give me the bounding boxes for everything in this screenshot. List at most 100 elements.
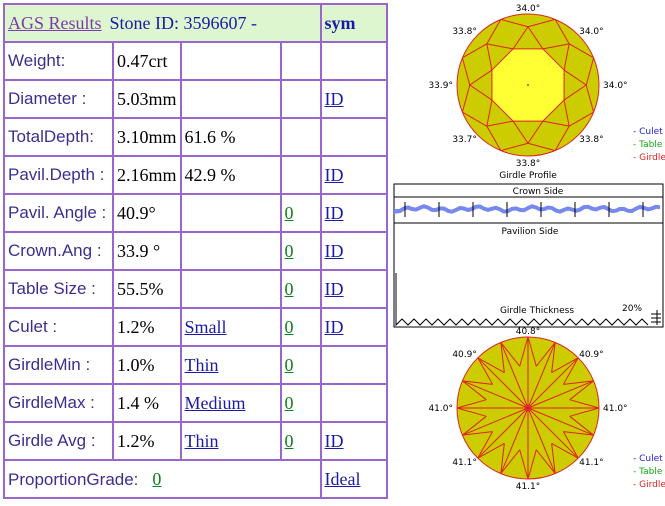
label-cell: Culet :: [4, 308, 113, 346]
pavilion-main-line: [500, 342, 529, 409]
results-title-link[interactable]: AGS Results: [8, 12, 102, 33]
upper-girdle-facet: [585, 57, 595, 86]
row-zero-link[interactable]: 0: [284, 278, 294, 299]
grade-cell: Thin: [180, 346, 281, 384]
row-id-link[interactable]: ID: [324, 316, 344, 337]
angle-label-top-right: 34.0°: [579, 27, 604, 37]
angle-label-top: 40.8°: [516, 327, 541, 337]
value-cell: 1.0%: [113, 346, 181, 384]
zero-cell: 0: [280, 194, 321, 232]
row-zero-link[interactable]: 0: [284, 392, 294, 413]
lower-girdle-line: [569, 380, 594, 401]
row-zero-link[interactable]: 0: [284, 430, 294, 451]
value-cell: 1.2%: [113, 308, 181, 346]
angle-label-top-left: 40.9°: [452, 350, 477, 360]
row-label: GirdleMin :: [8, 355, 91, 374]
row-id-link[interactable]: ID: [324, 164, 344, 185]
proportion-value-link[interactable]: 0: [152, 468, 162, 489]
row-zero-link[interactable]: 0: [284, 316, 294, 337]
row-id-link[interactable]: ID: [324, 88, 344, 109]
lower-girdle-line: [462, 431, 493, 436]
lower-girdle-line: [462, 380, 493, 385]
grade-cell: Ideal: [320, 460, 387, 498]
girdle-profile-line: [394, 202, 661, 217]
label-cell: Girdle Avg :: [4, 422, 113, 460]
row-value: 1.0%: [117, 354, 155, 375]
lower-girdle-line: [551, 357, 579, 374]
lower-girdle-line: [462, 415, 487, 436]
lower-girdle-line: [500, 449, 521, 474]
pavilion-main-line: [500, 407, 529, 474]
pavilion-main-line: [527, 380, 594, 409]
row-grade-link[interactable]: Small: [184, 316, 227, 337]
table-row: GirdleMax : 1.4 % Medium 0: [4, 384, 387, 422]
id-cell: [320, 384, 387, 422]
row-label: Girdle Avg :: [8, 431, 96, 450]
proportion-cell: ProportionGrade: 0: [4, 460, 321, 498]
row-zero-link[interactable]: 0: [284, 240, 294, 261]
angle-label-bottom-right: 41.1°: [579, 458, 604, 468]
upper-girdle-facet: [527, 142, 556, 152]
row-value: 1.2%: [117, 430, 155, 451]
angle-label-top: 34.0°: [516, 4, 541, 14]
row-zero-link[interactable]: 0: [284, 202, 294, 223]
lower-girdle-line: [551, 443, 556, 474]
results-table: AGS Results Stone ID: 3596607 - sym Weigh…: [3, 3, 388, 499]
pavilion-main-line: [477, 407, 529, 459]
upper-girdle-facet: [554, 19, 570, 45]
row-grade-link[interactable]: Thin: [184, 430, 219, 451]
sym-header: sym: [324, 12, 356, 33]
profile-band: [394, 204, 661, 214]
row-zero-link[interactable]: 0: [284, 354, 294, 375]
percent-cell: 42.9 %: [180, 156, 281, 194]
label-cell: Weight:: [4, 42, 113, 80]
pavilion-main-line: [462, 380, 529, 409]
upper-girdle-facet: [568, 111, 594, 127]
label-cell: TotalDepth:: [4, 118, 113, 156]
grade-cell: [180, 194, 281, 232]
girdle-percent: 20%: [622, 304, 642, 314]
pav-legend-culet: - Culet: [633, 454, 663, 464]
zero-cell: [280, 42, 321, 80]
row-id-link[interactable]: ID: [324, 278, 344, 299]
lower-girdle-line: [527, 336, 537, 367]
table-row: Girdle Avg : 1.2% Thin 0 ID: [4, 422, 387, 460]
row-value: 40.9°: [117, 202, 156, 223]
table-row: Weight: 0.47crt: [4, 42, 387, 80]
id-cell: [320, 346, 387, 384]
pavilion-main-line: [527, 357, 579, 409]
row-id-link[interactable]: ID: [324, 202, 344, 223]
table-row: Crown.Ang : 33.9 ° 0 ID: [4, 232, 387, 270]
girdle-thickness-wave: [395, 310, 661, 327]
lower-girdle-line: [569, 399, 600, 409]
label-cell: Crown.Ang :: [4, 232, 113, 270]
upper-girdle-facet: [500, 142, 529, 152]
table-row: GirdleMin : 1.0% Thin 0: [4, 346, 387, 384]
zero-cell: [280, 156, 321, 194]
row-id-link[interactable]: ID: [324, 240, 344, 261]
culet-dot: [527, 84, 529, 86]
upper-girdle-facet: [500, 18, 529, 28]
label-cell: GirdleMax :: [4, 384, 113, 422]
proportion-label: ProportionGrade:: [8, 469, 139, 489]
row-label: GirdleMax :: [8, 393, 95, 412]
lower-girdle-line: [456, 399, 487, 409]
row-value: 0.47crt: [117, 50, 168, 71]
row-id-link[interactable]: ID: [324, 430, 344, 451]
label-cell: Diameter :: [4, 80, 113, 118]
proportion-row: ProportionGrade: 0 Ideal: [4, 460, 387, 498]
grade-cell: [180, 42, 281, 80]
sym-cell: sym: [320, 4, 387, 42]
row-grade-link[interactable]: Thin: [184, 354, 219, 375]
grade-cell: Medium: [180, 384, 281, 422]
row-grade-link[interactable]: Medium: [184, 392, 246, 413]
row-label: TotalDepth:: [8, 127, 94, 146]
zero-cell: 0: [280, 270, 321, 308]
angle-label-bottom-left: 41.1°: [452, 458, 477, 468]
id-cell: ID: [320, 194, 387, 232]
proportion-grade-link[interactable]: Ideal: [324, 468, 361, 489]
upper-girdle-facet: [486, 125, 502, 151]
angle-label-bottom-left: 33.7°: [452, 135, 477, 145]
row-label: Pavil. Angle :: [8, 203, 107, 222]
id-cell: [320, 42, 387, 80]
